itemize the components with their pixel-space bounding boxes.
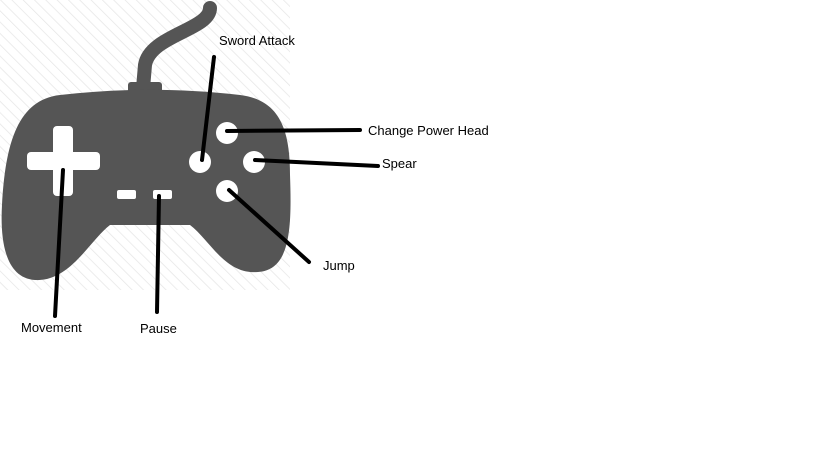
leader-line-jump — [227, 188, 311, 264]
select-button — [117, 190, 136, 199]
leader-line-change-power-head — [225, 128, 362, 133]
left-face-button — [189, 151, 211, 173]
label-spear: Spear — [382, 156, 417, 171]
leader-line-spear — [253, 158, 380, 168]
pause-button — [153, 190, 172, 199]
leader-line-movement — [53, 168, 65, 318]
controller-cable — [135, 1, 217, 107]
label-movement: Movement — [21, 320, 82, 335]
label-change-power-head: Change Power Head — [368, 123, 489, 138]
label-jump: Jump — [323, 258, 355, 273]
leader-line-sword-attack — [200, 55, 216, 162]
label-pause: Pause — [140, 321, 177, 336]
dpad-icon — [27, 126, 100, 196]
right-face-button — [243, 151, 265, 173]
leader-line-pause — [155, 194, 161, 314]
bottom-face-button — [216, 180, 238, 202]
label-sword-attack: Sword Attack — [219, 33, 295, 48]
